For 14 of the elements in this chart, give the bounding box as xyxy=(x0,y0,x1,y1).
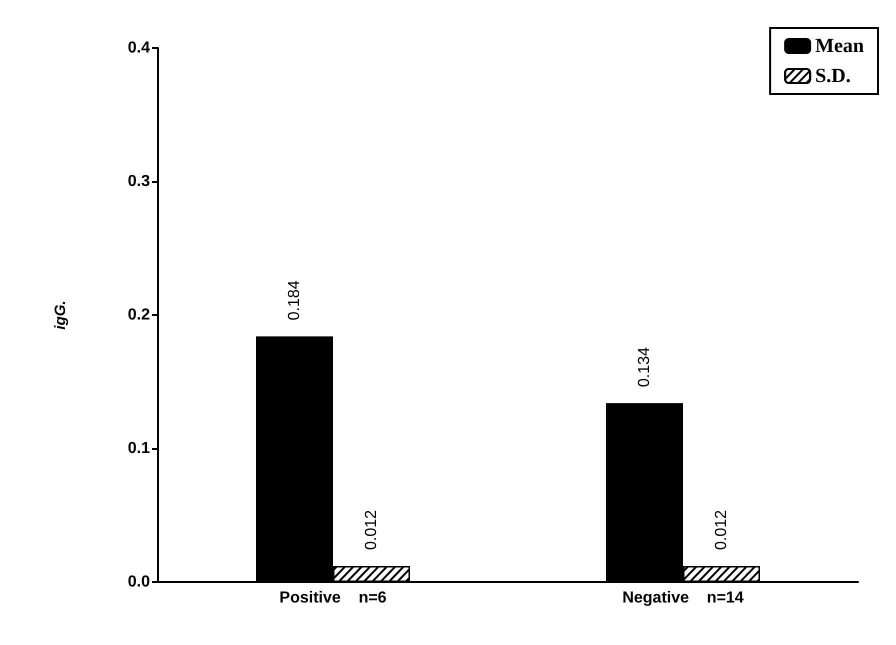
legend-label: S.D. xyxy=(815,65,851,87)
data-label: 0.184 xyxy=(286,280,303,320)
data-label: 0.134 xyxy=(636,346,653,388)
legend-label: Mean xyxy=(815,35,864,57)
y-tick-label: 0.4 xyxy=(128,40,150,56)
data-label: 0.012 xyxy=(363,510,380,550)
y-tick-label: 0.1 xyxy=(128,440,150,457)
y-axis-title: igG. xyxy=(52,300,69,330)
y-tick-label: 0.0 xyxy=(128,574,150,590)
y-tick-label: 0.3 xyxy=(128,173,150,190)
x-tick-label: Positive n=6 xyxy=(279,590,387,606)
y-tick-label: 0.2 xyxy=(128,306,150,324)
x-tick-label: Negative n=14 xyxy=(622,590,744,606)
data-label: 0.012 xyxy=(713,510,730,550)
